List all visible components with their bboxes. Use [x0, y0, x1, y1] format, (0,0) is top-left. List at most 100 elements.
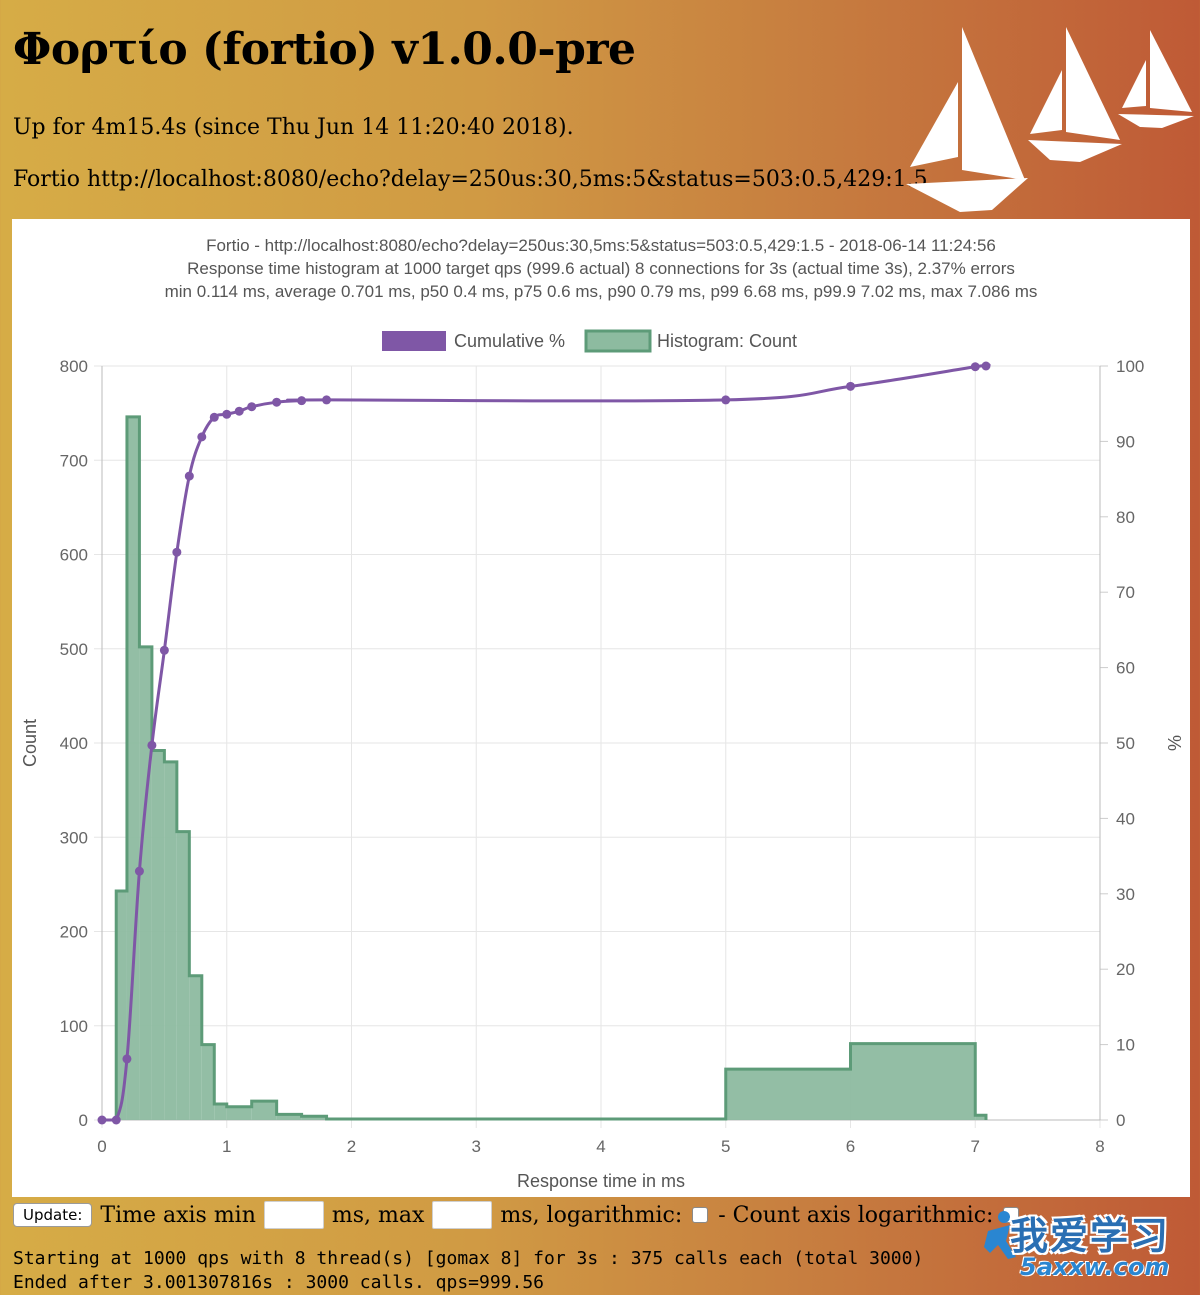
log-line-end: Ended after 3.001307816s : 3000 calls. q… [13, 1272, 545, 1293]
histogram-bar [126, 416, 140, 1120]
time-min-label: Time axis min [100, 1202, 256, 1228]
hull-large [906, 178, 1028, 212]
hull-small [1118, 114, 1194, 128]
count-log-label: - Count axis logarithmic: [718, 1202, 994, 1228]
time-log-checkbox[interactable] [692, 1207, 709, 1223]
cumulative-point [97, 1115, 107, 1125]
y-left-tick-label: 800 [60, 357, 88, 376]
x-tick-label: 1 [222, 1137, 231, 1156]
runner-icon [984, 1211, 1016, 1259]
histogram-bar [151, 750, 165, 1120]
histogram-bar [850, 1043, 976, 1120]
cumulative-line [101, 363, 991, 1122]
watermark-site: 5axxw.com [1020, 1253, 1170, 1281]
legend-swatch-cumulative [382, 331, 446, 351]
histogram-bar [975, 1115, 986, 1120]
legend-label-histogram: Histogram: Count [657, 331, 797, 351]
sail-small [1150, 30, 1192, 112]
histogram-bar [226, 1106, 252, 1120]
x-tick-label: 6 [846, 1137, 855, 1156]
histogram-bar [725, 1069, 851, 1120]
cumulative-point [247, 402, 257, 412]
y-left-tick-label: 300 [60, 828, 88, 847]
y-right-tick-label: 20 [1116, 960, 1135, 979]
histogram-chart: Fortio - http://localhost:8080/echo?dela… [20, 236, 1184, 1191]
target-url-text: Fortio http://localhost:8080/echo?delay=… [13, 167, 928, 192]
site-watermark: 我爱学习 5axxw.com [980, 1205, 1190, 1290]
x-tick-label: 0 [97, 1137, 106, 1156]
cumulative-point [272, 397, 282, 407]
chart-title-line: Response time histogram at 1000 target q… [187, 259, 1015, 278]
legend-swatch-histogram [584, 329, 652, 353]
y-left-tick-label: 700 [60, 451, 88, 470]
cumulative-point [197, 432, 207, 442]
y-right-axis-label: % [1164, 735, 1184, 751]
histogram-bar [301, 1116, 327, 1120]
y-left-tick-label: 500 [60, 640, 88, 659]
histogram-bar [251, 1101, 277, 1120]
y-right-tick-label: 0 [1116, 1111, 1125, 1130]
update-button[interactable]: Update: [13, 1203, 93, 1227]
time-max-label: ms, max [331, 1202, 425, 1228]
cumulative-point [222, 409, 232, 419]
histogram-outline [114, 415, 988, 1121]
histogram-bar [176, 831, 190, 1120]
cumulative-point [147, 740, 157, 750]
cumulative-point [981, 361, 991, 371]
cumulative-point [184, 471, 194, 481]
cumulative-point [721, 395, 731, 405]
y-left-tick-label: 600 [60, 546, 88, 565]
y-right-tick-label: 60 [1116, 659, 1135, 678]
x-tick-label: 3 [472, 1137, 481, 1156]
y-right-tick-label: 100 [1116, 357, 1144, 376]
sail-mid-jib [1030, 70, 1062, 134]
cumulative-point [970, 362, 980, 372]
histogram-bar [214, 1103, 227, 1120]
cumulative-point [159, 645, 169, 655]
y-left-axis-label: Count [20, 719, 40, 767]
controls-bar: Update: Time axis min ms, max ms, logari… [13, 1198, 1193, 1232]
cumulative-point [209, 412, 219, 422]
cumulative-point [134, 866, 144, 876]
uptime-text: Up for 4m15.4s (since Thu Jun 14 11:20:4… [13, 115, 574, 140]
y-right-tick-label: 80 [1116, 508, 1135, 527]
sailboats-logo [906, 27, 1194, 212]
chart-panel: Fortio - http://localhost:8080/echo?dela… [12, 219, 1190, 1197]
y-left-tick-label: 200 [60, 923, 88, 942]
sail-large-main [962, 27, 1025, 180]
cumulative-point [172, 547, 182, 557]
x-tick-label: 8 [1095, 1137, 1104, 1156]
histogram-bar [139, 646, 152, 1120]
run-log: Starting at 1000 qps with 8 thread(s) [g… [13, 1247, 923, 1295]
histogram-bar [164, 761, 177, 1120]
cumulative-point [322, 395, 332, 405]
y-left-tick-label: 400 [60, 734, 88, 753]
y-right-tick-label: 50 [1116, 734, 1135, 753]
sail-large [910, 82, 958, 167]
cumulative-point [122, 1054, 132, 1064]
watermark-text: 我爱学习 [1010, 1214, 1171, 1258]
log-line-start: Starting at 1000 qps with 8 thread(s) [g… [13, 1248, 924, 1269]
y-right-tick-label: 90 [1116, 432, 1135, 451]
time-min-input[interactable] [263, 1201, 324, 1229]
histogram-bar [116, 890, 127, 1120]
histogram-bar [201, 1044, 215, 1120]
time-max-input[interactable] [432, 1201, 493, 1229]
x-tick-label: 5 [721, 1137, 730, 1156]
hull-mid [1028, 140, 1122, 162]
sail-small-jib [1122, 60, 1146, 108]
x-tick-label: 4 [596, 1137, 605, 1156]
sail-mid [1066, 27, 1120, 140]
legend-label-cumulative: Cumulative % [454, 331, 565, 351]
cumulative-point [297, 396, 307, 406]
x-tick-label: 2 [347, 1137, 356, 1156]
cumulative-point [111, 1115, 121, 1125]
y-left-tick-label: 100 [60, 1017, 88, 1036]
time-log-label: ms, logarithmic: [500, 1202, 683, 1228]
page-title: Φορτίο (fortio) v1.0.0-pre [13, 24, 636, 75]
x-axis-label: Response time in ms [517, 1171, 685, 1191]
histogram-bar [276, 1114, 302, 1120]
y-right-tick-label: 40 [1116, 809, 1135, 828]
cumulative-point [234, 406, 244, 416]
cumulative-point [846, 381, 855, 391]
